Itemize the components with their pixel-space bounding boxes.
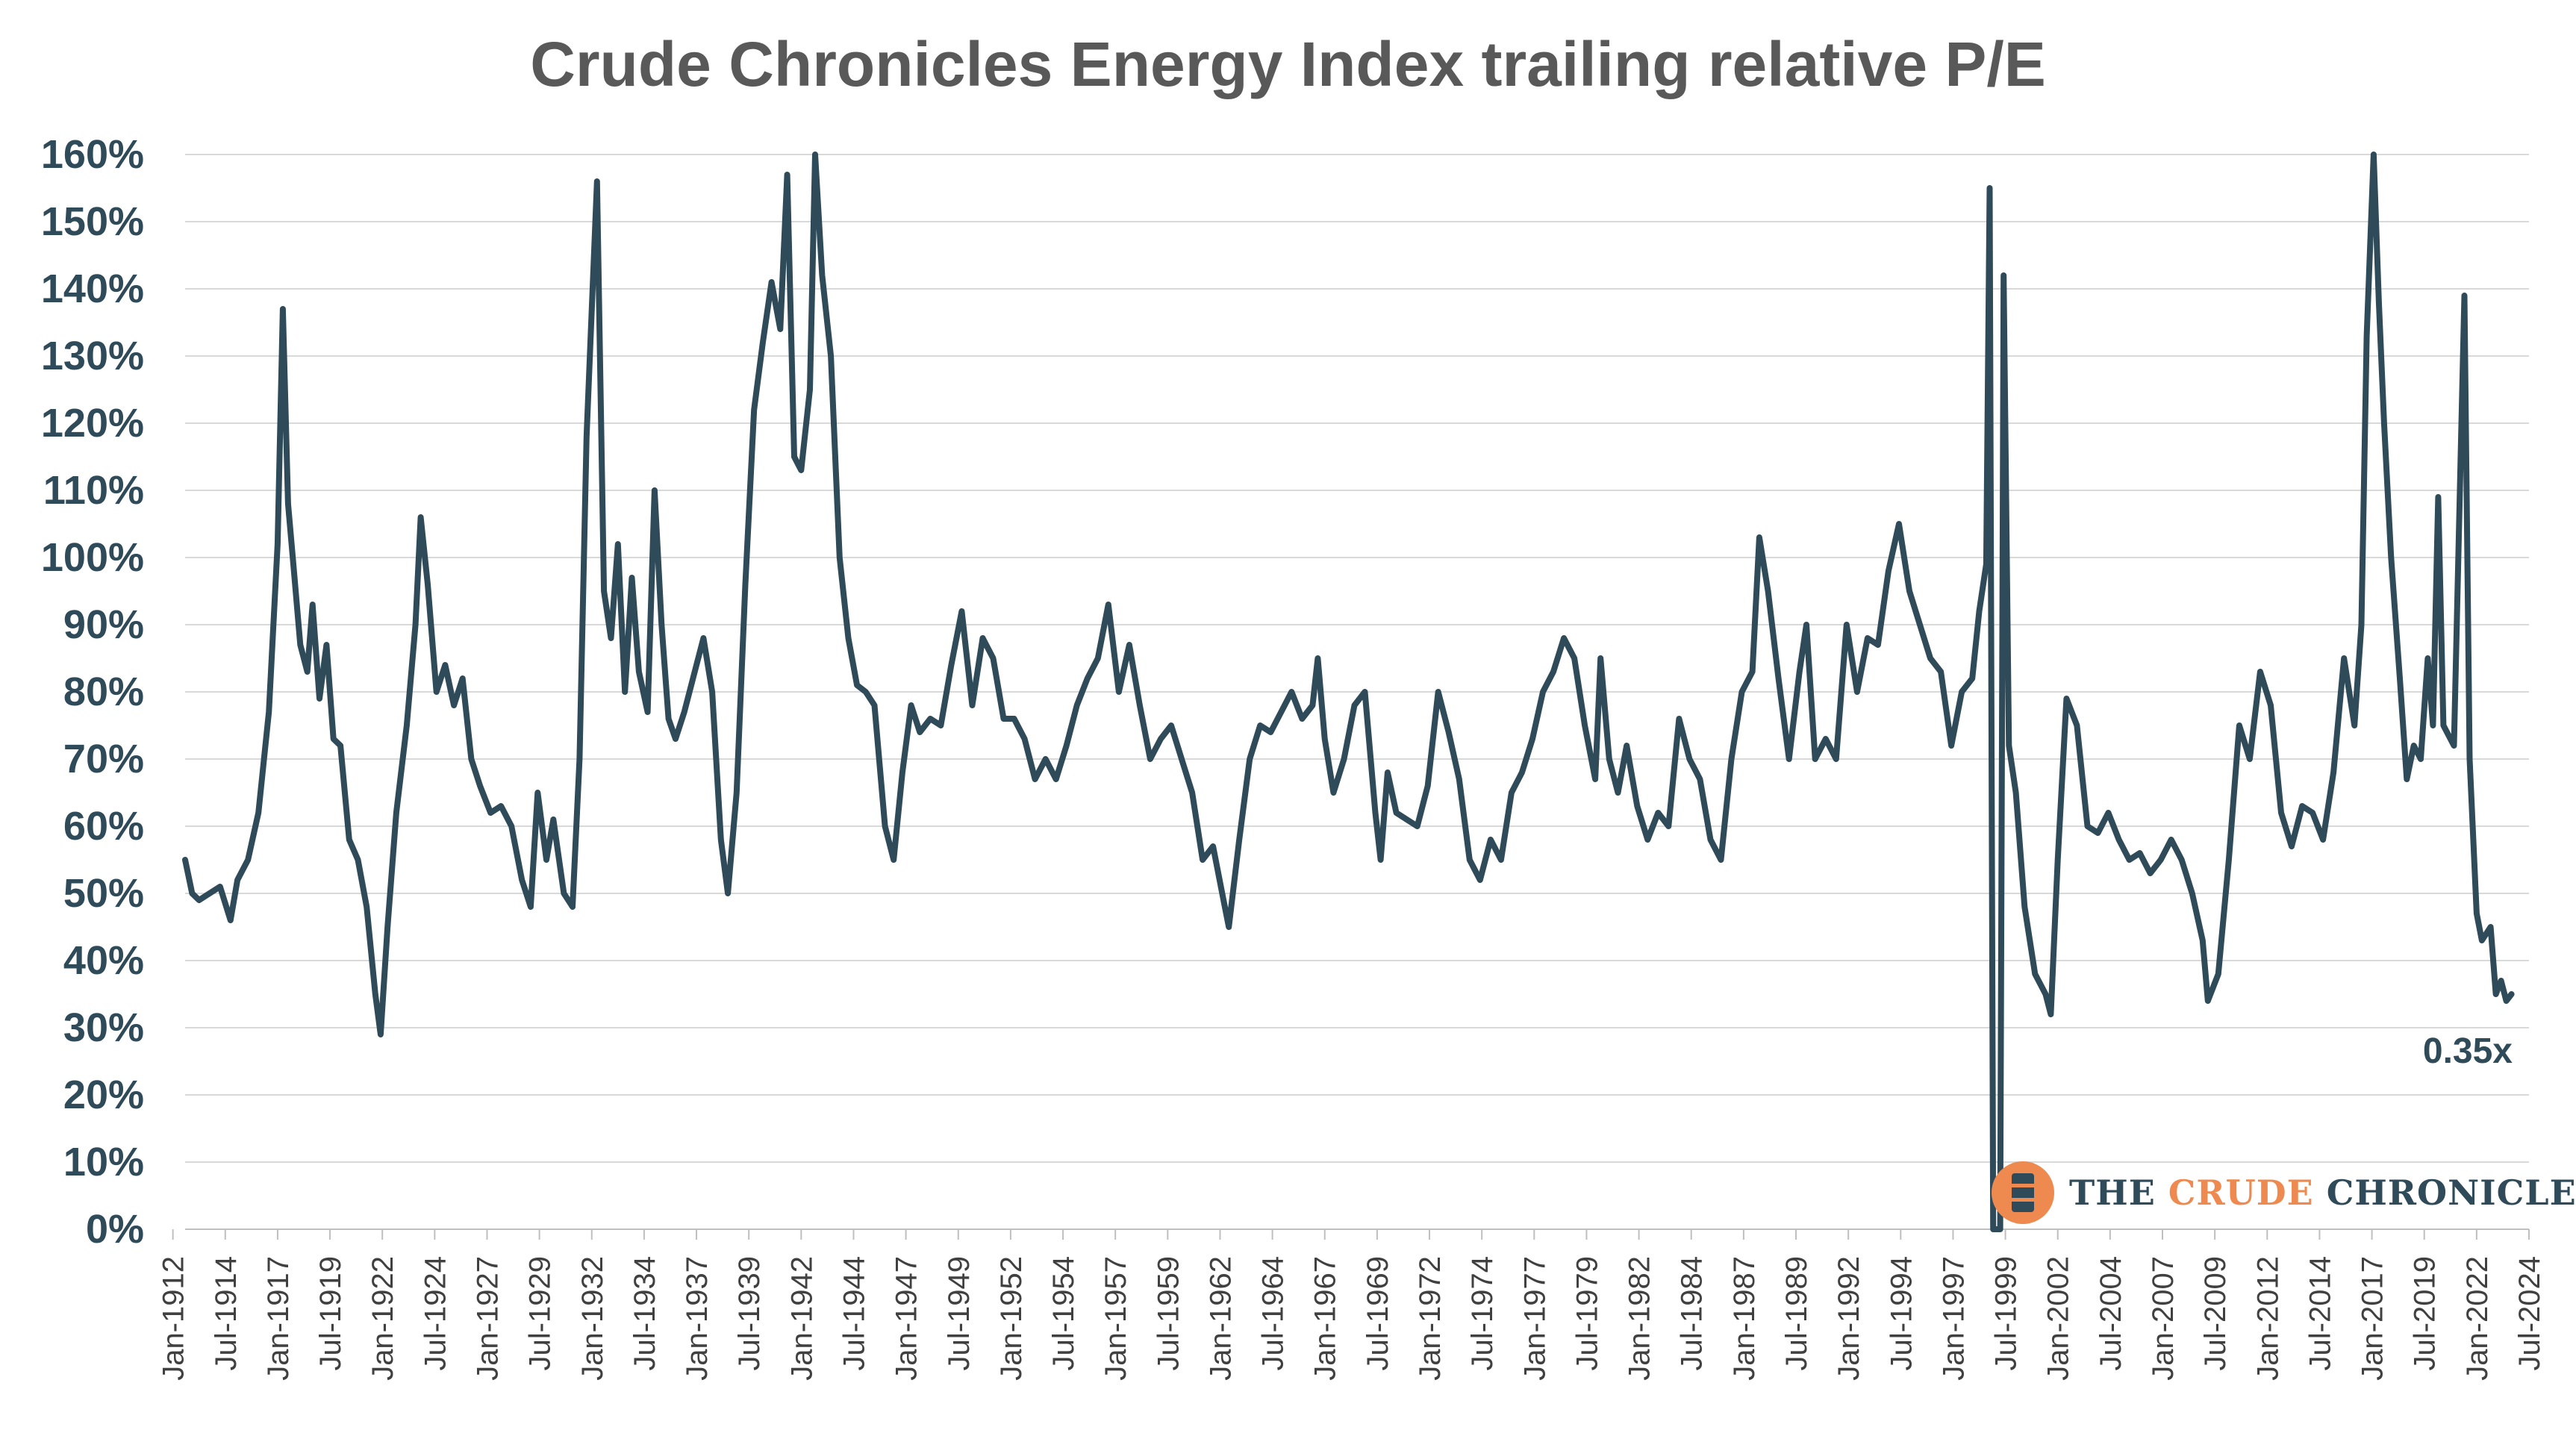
- y-tick-label: 40%: [63, 938, 144, 983]
- x-tick-label: Jan-2017: [2357, 1256, 2389, 1381]
- x-axis: [172, 1228, 2530, 1240]
- y-tick-label: 50%: [63, 871, 144, 916]
- x-tick-label: Jan-1947: [891, 1256, 923, 1381]
- x-tick-label: Jan-1957: [1100, 1256, 1132, 1381]
- x-tick-label: Jan-1987: [1728, 1256, 1761, 1381]
- x-tick-label: Jan-1992: [1833, 1256, 1865, 1381]
- y-tick-label: 0%: [86, 1207, 144, 1252]
- logo-word-chronicles: CHRONICLES: [2326, 1173, 2576, 1213]
- x-tick-label: Jul-1984: [1676, 1256, 1709, 1370]
- x-tick-label: Jul-1914: [210, 1256, 243, 1370]
- x-tick-label: Jul-1954: [1047, 1256, 1080, 1370]
- logo-word-crude: CRUDE: [2168, 1173, 2314, 1213]
- logo-word-the: THE: [2069, 1173, 2156, 1213]
- x-tick-label: Jan-1927: [471, 1256, 504, 1381]
- chart-title: Crude Chronicles Energy Index trailing r…: [530, 29, 2046, 99]
- x-tick-label: Jul-1919: [314, 1256, 347, 1370]
- x-tick-label: Jan-1982: [1624, 1256, 1656, 1381]
- y-tick-label: 150%: [41, 199, 144, 244]
- x-tick-label: Jan-1977: [1518, 1256, 1551, 1381]
- x-tick-label: Jan-1912: [158, 1256, 190, 1381]
- y-tick-label: 80%: [63, 669, 144, 714]
- x-tick-label: Jul-1924: [419, 1256, 452, 1370]
- x-tick-label: Jan-1997: [1937, 1256, 1970, 1381]
- x-tick-label: Jul-2024: [2513, 1256, 2546, 1370]
- x-tick-label: Jul-1929: [524, 1256, 557, 1370]
- logo-wordmark: THE CRUDE CHRONICLES: [2069, 1173, 2576, 1213]
- x-tick-label: Jul-1974: [1466, 1256, 1499, 1370]
- x-tick-label: Jul-2014: [2304, 1256, 2336, 1370]
- x-tick-label: Jan-2012: [2251, 1256, 2284, 1381]
- x-tick-label: Jul-1949: [943, 1256, 976, 1370]
- x-tick-label: Jul-1979: [1571, 1256, 1603, 1370]
- gridlines: [185, 154, 2529, 1163]
- x-tick-label: Jul-1959: [1152, 1256, 1185, 1370]
- x-tick-label: Jul-2009: [2199, 1256, 2232, 1370]
- x-tick-label: Jan-2007: [2147, 1256, 2180, 1381]
- y-tick-label: 70%: [63, 737, 144, 781]
- y-tick-label: 140%: [41, 266, 144, 311]
- x-tick-label: Jul-1994: [1885, 1256, 1918, 1370]
- x-tick-label: Jul-1969: [1362, 1256, 1394, 1370]
- x-tick-label: Jan-1937: [681, 1256, 714, 1381]
- x-tick-label: Jan-1952: [995, 1256, 1028, 1381]
- x-tick-label: Jul-1989: [1780, 1256, 1813, 1370]
- x-tick-label: Jul-1939: [733, 1256, 766, 1370]
- y-tick-label: 60%: [63, 804, 144, 849]
- x-tick-label: Jan-1972: [1414, 1256, 1447, 1381]
- y-tick-label: 90%: [63, 602, 144, 647]
- x-tick-label: Jul-1999: [1990, 1256, 2023, 1370]
- y-tick-label: 30%: [63, 1005, 144, 1050]
- series-line: [182, 152, 2515, 1232]
- x-tick-label: Jan-1962: [1204, 1256, 1237, 1381]
- x-tick-label: Jan-1932: [576, 1256, 609, 1381]
- x-tick-label: Jan-1967: [1309, 1256, 1342, 1381]
- x-tick-label: Jan-1922: [367, 1256, 399, 1381]
- end-value-annotation: 0.35x: [2423, 1031, 2513, 1071]
- x-tick-label: Jul-1964: [1257, 1256, 1290, 1370]
- x-tick-label: Jan-1917: [262, 1256, 295, 1381]
- y-tick-label: 110%: [43, 468, 144, 513]
- x-tick-label: Jan-2022: [2461, 1256, 2494, 1381]
- y-axis-tick-labels: 0% 10% 20% 30% 40% 50% 60% 70% 80% 90% 100% 110% 120…: [41, 132, 144, 1252]
- x-tick-label: Jul-2004: [2095, 1256, 2127, 1370]
- x-tick-label: Jul-2019: [2409, 1256, 2442, 1370]
- y-tick-label: 100%: [41, 535, 144, 580]
- x-tick-label: Jan-1942: [785, 1256, 818, 1381]
- x-tick-label: Jul-1934: [629, 1256, 661, 1370]
- y-tick-label: 10%: [63, 1140, 144, 1184]
- x-tick-label: Jul-1944: [838, 1256, 870, 1370]
- series-layer: [182, 152, 2515, 1232]
- y-tick-label: 20%: [63, 1073, 144, 1117]
- y-tick-label: 120%: [41, 401, 144, 446]
- y-tick-label: 130%: [41, 334, 144, 378]
- oil-barrel-icon: [1992, 1161, 2054, 1224]
- y-tick-label: 160%: [41, 132, 144, 177]
- x-tick-label: Jan-2002: [2042, 1256, 2075, 1381]
- x-axis-tick-labels: Jan-1912 Jul-1914 Jan-1917 Jul-1919 Jan-1922…: [158, 1256, 2546, 1381]
- publisher-logo: THE CRUDE CHRONICLES: [1992, 1161, 2576, 1224]
